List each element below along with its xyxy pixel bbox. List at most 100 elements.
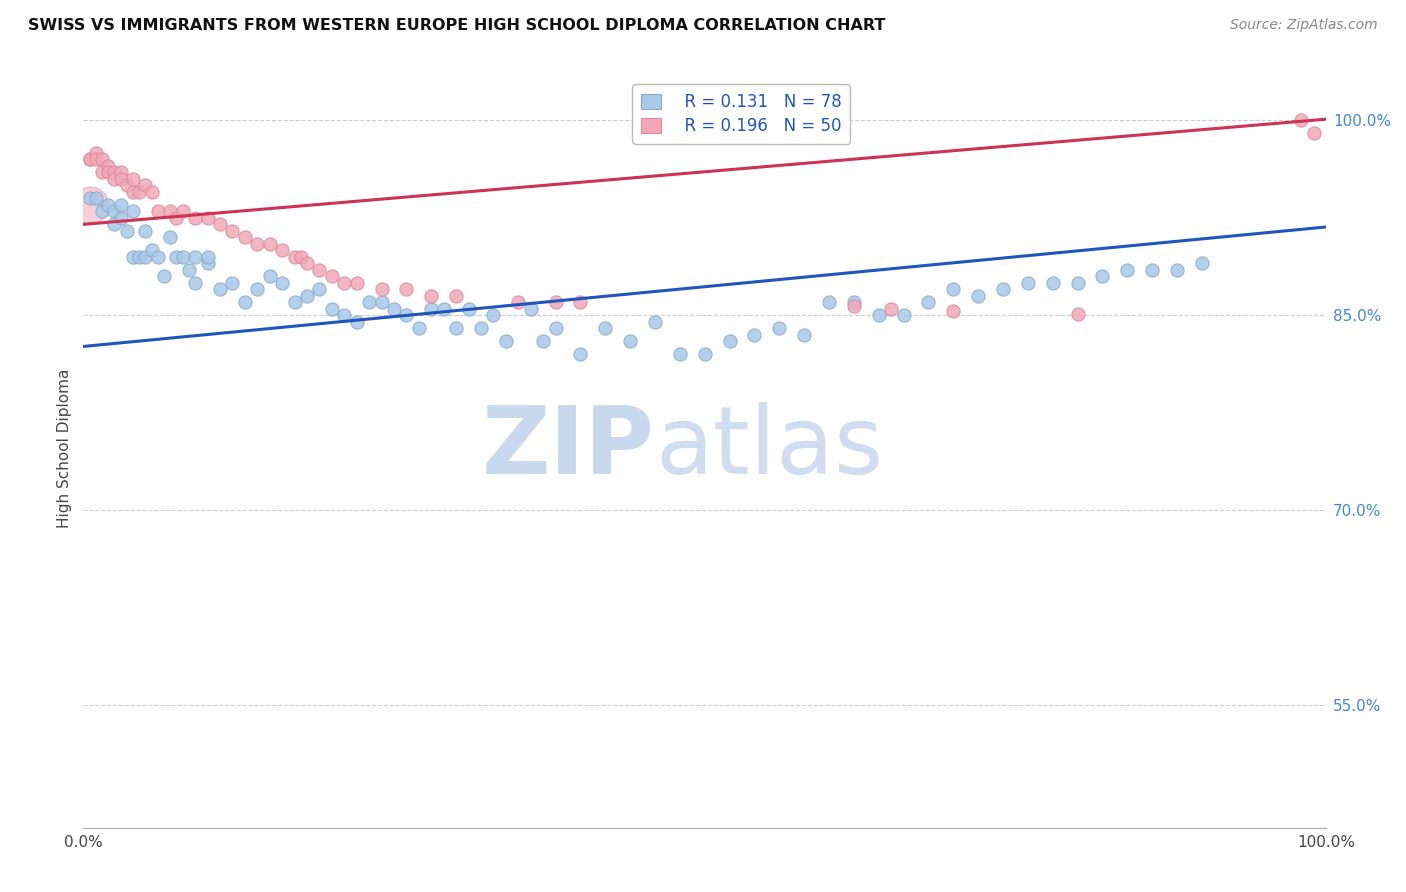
Point bbox=[544, 295, 567, 310]
Point bbox=[470, 321, 492, 335]
Point bbox=[177, 262, 200, 277]
Point bbox=[818, 295, 841, 310]
Text: ZIP: ZIP bbox=[482, 402, 655, 494]
Point bbox=[544, 321, 567, 335]
Point bbox=[79, 153, 101, 167]
Point bbox=[395, 282, 418, 296]
Point bbox=[246, 282, 269, 296]
Point bbox=[408, 321, 430, 335]
Point bbox=[457, 301, 479, 316]
Point bbox=[1066, 276, 1088, 290]
Point bbox=[569, 295, 592, 310]
Point bbox=[110, 172, 132, 186]
Point bbox=[433, 301, 456, 316]
Point bbox=[290, 250, 312, 264]
Point bbox=[103, 165, 125, 179]
Point bbox=[141, 185, 163, 199]
Point bbox=[395, 308, 418, 322]
Point bbox=[346, 315, 368, 329]
Point bbox=[346, 276, 368, 290]
Point bbox=[246, 236, 269, 251]
Point bbox=[221, 224, 243, 238]
Point bbox=[115, 224, 138, 238]
Point bbox=[141, 244, 163, 258]
Point bbox=[84, 153, 107, 167]
Point bbox=[134, 224, 156, 238]
Point bbox=[1166, 262, 1188, 277]
Point bbox=[97, 198, 120, 212]
Point bbox=[90, 165, 112, 179]
Point bbox=[128, 185, 150, 199]
Text: SWISS VS IMMIGRANTS FROM WESTERN EUROPE HIGH SCHOOL DIPLOMA CORRELATION CHART: SWISS VS IMMIGRANTS FROM WESTERN EUROPE … bbox=[28, 18, 886, 33]
Point bbox=[1066, 307, 1088, 321]
Point bbox=[569, 347, 592, 361]
Point bbox=[221, 276, 243, 290]
Point bbox=[1042, 276, 1064, 290]
Point bbox=[295, 289, 318, 303]
Point bbox=[308, 262, 330, 277]
Point bbox=[159, 204, 181, 219]
Point bbox=[370, 282, 392, 296]
Point bbox=[197, 250, 219, 264]
Point bbox=[197, 256, 219, 270]
Point bbox=[172, 204, 194, 219]
Point bbox=[868, 308, 890, 322]
Point bbox=[115, 178, 138, 193]
Point bbox=[917, 295, 939, 310]
Point bbox=[333, 276, 356, 290]
Point bbox=[942, 304, 965, 318]
Point bbox=[103, 172, 125, 186]
Point bbox=[893, 308, 915, 322]
Point bbox=[519, 301, 541, 316]
Point bbox=[128, 250, 150, 264]
Point bbox=[420, 289, 443, 303]
Point bbox=[122, 172, 145, 186]
Point bbox=[593, 321, 616, 335]
Point bbox=[166, 250, 188, 264]
Point bbox=[531, 334, 554, 349]
Point bbox=[110, 198, 132, 212]
Point bbox=[693, 347, 716, 361]
Point bbox=[271, 276, 294, 290]
Point bbox=[208, 218, 231, 232]
Point bbox=[321, 269, 343, 284]
Point bbox=[97, 159, 120, 173]
Point bbox=[184, 211, 207, 225]
Point bbox=[284, 295, 307, 310]
Point bbox=[159, 230, 181, 244]
Point bbox=[197, 211, 219, 225]
Point bbox=[90, 204, 112, 219]
Point bbox=[122, 185, 145, 199]
Point bbox=[1191, 256, 1213, 270]
Point bbox=[103, 204, 125, 219]
Point bbox=[146, 250, 169, 264]
Point bbox=[508, 295, 530, 310]
Point bbox=[122, 250, 145, 264]
Point bbox=[991, 282, 1014, 296]
Point bbox=[134, 250, 156, 264]
Point bbox=[84, 145, 107, 160]
Point bbox=[669, 347, 692, 361]
Point bbox=[103, 218, 125, 232]
Point bbox=[84, 191, 107, 205]
Point bbox=[444, 321, 467, 335]
Point bbox=[1302, 127, 1324, 141]
Point bbox=[1091, 269, 1114, 284]
Point bbox=[420, 301, 443, 316]
Point bbox=[79, 198, 101, 212]
Point bbox=[110, 165, 132, 179]
Point bbox=[259, 236, 281, 251]
Text: Source: ZipAtlas.com: Source: ZipAtlas.com bbox=[1230, 18, 1378, 32]
Point bbox=[842, 295, 865, 310]
Point bbox=[153, 269, 176, 284]
Point bbox=[444, 289, 467, 303]
Point bbox=[333, 308, 356, 322]
Point bbox=[259, 269, 281, 284]
Point bbox=[97, 165, 120, 179]
Point bbox=[208, 282, 231, 296]
Legend:   R = 0.131   N = 78,   R = 0.196   N = 50: R = 0.131 N = 78, R = 0.196 N = 50 bbox=[633, 85, 851, 144]
Point bbox=[184, 276, 207, 290]
Point bbox=[495, 334, 517, 349]
Point bbox=[321, 301, 343, 316]
Point bbox=[122, 204, 145, 219]
